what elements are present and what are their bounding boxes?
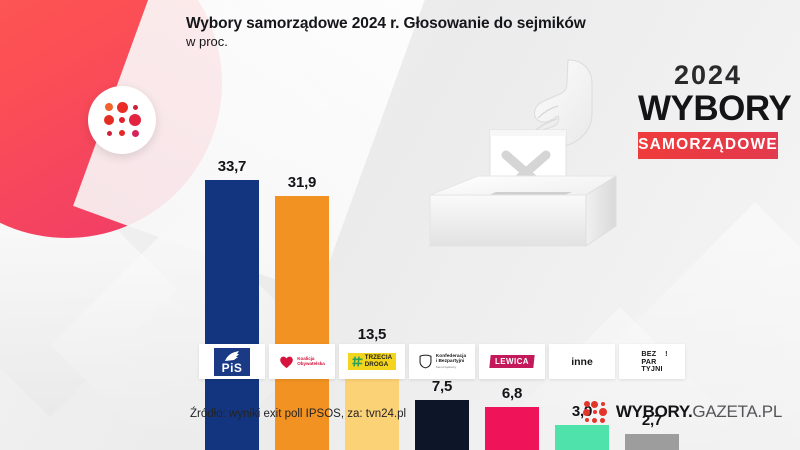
page-subtitle: w proc.	[186, 34, 228, 50]
badge-year: 2024	[673, 60, 743, 90]
page-title: Wybory samorządowe 2024 r. Głosowanie do…	[186, 15, 586, 32]
source-note: Źródło: wyniki exit poll IPSOS, za: tvn2…	[190, 408, 407, 420]
ballot-box-illustration	[420, 58, 625, 263]
gazeta-dot-logo-icon	[88, 86, 156, 154]
election-badge: 2024 WYBORY SAMORZĄDOWE	[638, 60, 792, 159]
brand-dot-logo-icon	[583, 400, 607, 424]
wybory-gazeta-brand: WYBORY.GAZETA.PL	[583, 400, 782, 424]
brand-gazeta: GAZETA.PL	[692, 402, 782, 421]
brand-wybory: WYBORY.	[615, 402, 693, 421]
brand-wordmark: WYBORY.GAZETA.PL	[616, 402, 782, 422]
badge-banner: SAMORZĄDOWE	[638, 131, 778, 159]
badge-title: WYBORY	[638, 89, 792, 128]
dot-grid	[103, 101, 142, 140]
page-title-block: Wybory samorządowe 2024 r. Głosowanie do…	[186, 14, 636, 51]
